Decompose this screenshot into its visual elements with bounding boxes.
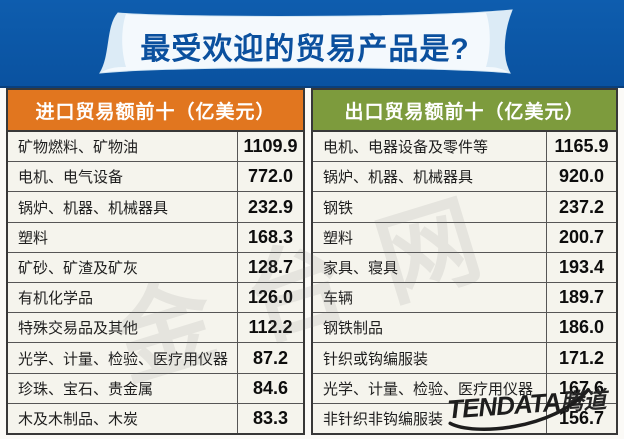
title-banner: 最受欢迎的贸易产品是? xyxy=(0,0,624,88)
product-name: 珍珠、宝石、贵金属 xyxy=(8,373,238,403)
trade-value: 920.0 xyxy=(558,166,605,187)
trade-value: 232.9 xyxy=(247,196,294,217)
product-name: 电机、电器设备及零件等 xyxy=(313,132,547,162)
product-name: 塑料 xyxy=(313,222,547,252)
product-name: 矿物燃料、矿物油 xyxy=(8,132,238,162)
product-name: 电机、电气设备 xyxy=(8,162,238,192)
product-name: 光学、计量、检验、医疗用仪器 xyxy=(8,343,238,373)
import-trade-table: 进口贸易额前十（亿美元） 矿物燃料、矿物油 1109.9 电机、电气设备 772.0 锅… xyxy=(6,88,305,435)
table-row: 塑料 200.7 xyxy=(313,221,616,252)
table-row: 钢铁 237.2 xyxy=(313,191,616,222)
trade-value: 87.2 xyxy=(252,347,289,368)
table-row: 钢铁制品 186.0 xyxy=(313,312,616,343)
trade-value: 189.7 xyxy=(558,287,605,308)
trade-value: 193.4 xyxy=(558,256,605,277)
trade-value: 84.6 xyxy=(252,377,289,398)
product-name: 特殊交易品及其他 xyxy=(8,313,238,343)
table-row: 电机、电器设备及零件等 1165.9 xyxy=(313,132,616,162)
import-table-rows: 矿物燃料、矿物油 1109.9 电机、电气设备 772.0 锅炉、机器、机械器具 232.… xyxy=(8,132,303,434)
table-row: 矿砂、矿渣及矿灰 128.7 xyxy=(8,251,303,283)
product-name: 钢铁 xyxy=(313,192,547,222)
table-row: 特殊交易品及其他 112.2 xyxy=(8,312,303,343)
table-row: 珍珠、宝石、贵金属 84.6 xyxy=(8,372,303,403)
product-name: 矿砂、矿渣及矿灰 xyxy=(8,252,238,283)
product-name: 塑料 xyxy=(8,222,238,252)
table-row: 有机化学品 126.0 xyxy=(8,282,303,313)
product-name: 车辆 xyxy=(313,283,547,313)
trade-value: 126.0 xyxy=(247,287,294,308)
trade-value: 772.0 xyxy=(247,166,294,187)
export-table-header: 出口贸易额前十（亿美元） xyxy=(313,90,616,132)
table-row: 针织或钩编服装 171.2 xyxy=(313,342,616,373)
logo-cjk-text: 腾道 xyxy=(559,386,608,416)
import-table-header: 进口贸易额前十（亿美元） xyxy=(8,90,303,132)
table-row: 家具、寝具 193.4 xyxy=(313,251,616,283)
table-row: 塑料 168.3 xyxy=(8,221,303,252)
trade-value: 200.7 xyxy=(558,226,605,247)
trade-value: 128.7 xyxy=(247,256,294,277)
table-row: 光学、计量、检验、医疗用仪器 87.2 xyxy=(8,342,303,373)
product-name: 有机化学品 xyxy=(8,283,238,313)
trade-value: 186.0 xyxy=(558,317,605,338)
product-name: 家具、寝具 xyxy=(313,252,547,283)
table-row: 矿物燃料、矿物油 1109.9 xyxy=(8,132,303,162)
trade-value: 237.2 xyxy=(558,196,605,217)
trade-value: 168.3 xyxy=(247,226,294,247)
product-name: 针织或钩编服装 xyxy=(313,343,547,373)
trade-value: 1165.9 xyxy=(554,136,609,157)
trade-value: 83.3 xyxy=(252,407,289,428)
trade-value: 1109.9 xyxy=(243,136,298,157)
table-row: 木及木制品、木炭 83.3 xyxy=(8,402,303,434)
product-name: 锅炉、机器、机械器具 xyxy=(8,192,238,222)
table-row: 锅炉、机器、机械器具 920.0 xyxy=(313,161,616,192)
table-row: 电机、电气设备 772.0 xyxy=(8,161,303,192)
ribbon-shape xyxy=(99,9,513,74)
product-name: 锅炉、机器、机械器具 xyxy=(313,162,547,192)
trade-value: 112.2 xyxy=(248,317,293,338)
trade-value: 171.2 xyxy=(558,347,605,368)
product-name: 钢铁制品 xyxy=(313,313,547,343)
table-row: 车辆 189.7 xyxy=(313,282,616,313)
page-title: 最受欢迎的贸易产品是? xyxy=(140,33,470,66)
export-trade-table: 出口贸易额前十（亿美元） 电机、电器设备及零件等 1165.9 锅炉、机器、机械器具… xyxy=(311,88,618,435)
table-row: 锅炉、机器、机械器具 232.9 xyxy=(8,191,303,222)
product-name: 木及木制品、木炭 xyxy=(8,403,238,434)
